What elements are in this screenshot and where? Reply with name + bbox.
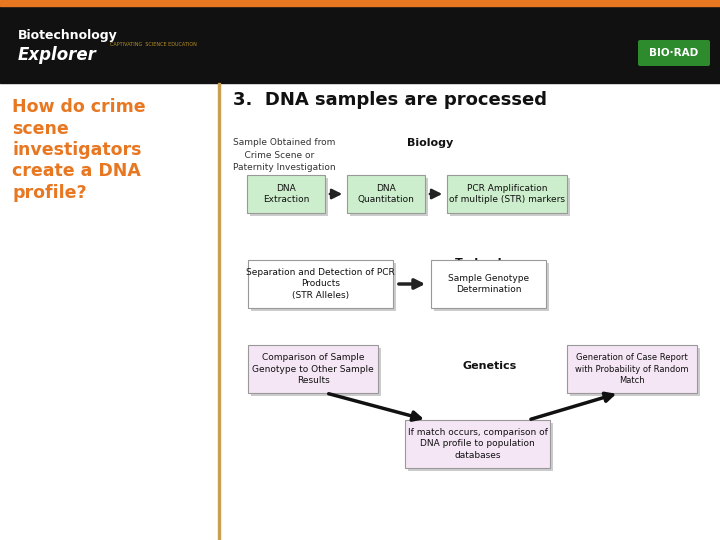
FancyBboxPatch shape xyxy=(408,423,553,471)
FancyBboxPatch shape xyxy=(248,345,378,393)
FancyBboxPatch shape xyxy=(567,345,697,393)
FancyBboxPatch shape xyxy=(247,175,325,213)
Text: How do crime
scene
investigators
create a DNA
profile?: How do crime scene investigators create … xyxy=(12,98,145,202)
Text: Generation of Case Report
with Probability of Random
Match: Generation of Case Report with Probabili… xyxy=(575,353,689,384)
Bar xyxy=(0,0,720,6)
Text: 3.  DNA samples are processed: 3. DNA samples are processed xyxy=(233,91,547,109)
Text: CAPTIVATING  SCIENCE EDUCATION: CAPTIVATING SCIENCE EDUCATION xyxy=(110,42,197,46)
Text: Genetics: Genetics xyxy=(463,361,517,371)
FancyBboxPatch shape xyxy=(251,263,396,311)
FancyBboxPatch shape xyxy=(431,260,546,308)
FancyBboxPatch shape xyxy=(250,178,328,216)
Text: If match occurs, comparison of
DNA profile to population
databases: If match occurs, comparison of DNA profi… xyxy=(408,428,547,460)
Text: DNA
Quantitation: DNA Quantitation xyxy=(358,184,415,204)
Text: BIO·RAD: BIO·RAD xyxy=(649,48,698,58)
FancyBboxPatch shape xyxy=(434,263,549,311)
Text: Biotechnology: Biotechnology xyxy=(18,29,118,42)
FancyBboxPatch shape xyxy=(248,260,393,308)
Bar xyxy=(0,83,720,540)
FancyBboxPatch shape xyxy=(350,178,428,216)
FancyBboxPatch shape xyxy=(447,175,567,213)
Text: PCR Amplification
of multiple (STR) markers: PCR Amplification of multiple (STR) mark… xyxy=(449,184,565,204)
Text: Sample Genotype
Determination: Sample Genotype Determination xyxy=(448,274,529,294)
Bar xyxy=(218,83,220,540)
Text: Separation and Detection of PCR
Products
(STR Alleles): Separation and Detection of PCR Products… xyxy=(246,268,395,300)
Text: DNA
Extraction: DNA Extraction xyxy=(263,184,309,204)
FancyBboxPatch shape xyxy=(405,420,550,468)
Text: Technology: Technology xyxy=(455,258,525,268)
FancyBboxPatch shape xyxy=(638,40,710,66)
FancyBboxPatch shape xyxy=(450,178,570,216)
Text: Biology: Biology xyxy=(407,138,453,148)
Bar xyxy=(0,6,720,83)
Text: Sample Obtained from
    Crime Scene or
Paternity Investigation: Sample Obtained from Crime Scene or Pate… xyxy=(233,138,336,172)
FancyBboxPatch shape xyxy=(347,175,425,213)
Text: Comparison of Sample
Genotype to Other Sample
Results: Comparison of Sample Genotype to Other S… xyxy=(252,353,374,384)
FancyBboxPatch shape xyxy=(570,348,700,396)
Text: Explorer: Explorer xyxy=(18,46,97,64)
FancyBboxPatch shape xyxy=(251,348,381,396)
